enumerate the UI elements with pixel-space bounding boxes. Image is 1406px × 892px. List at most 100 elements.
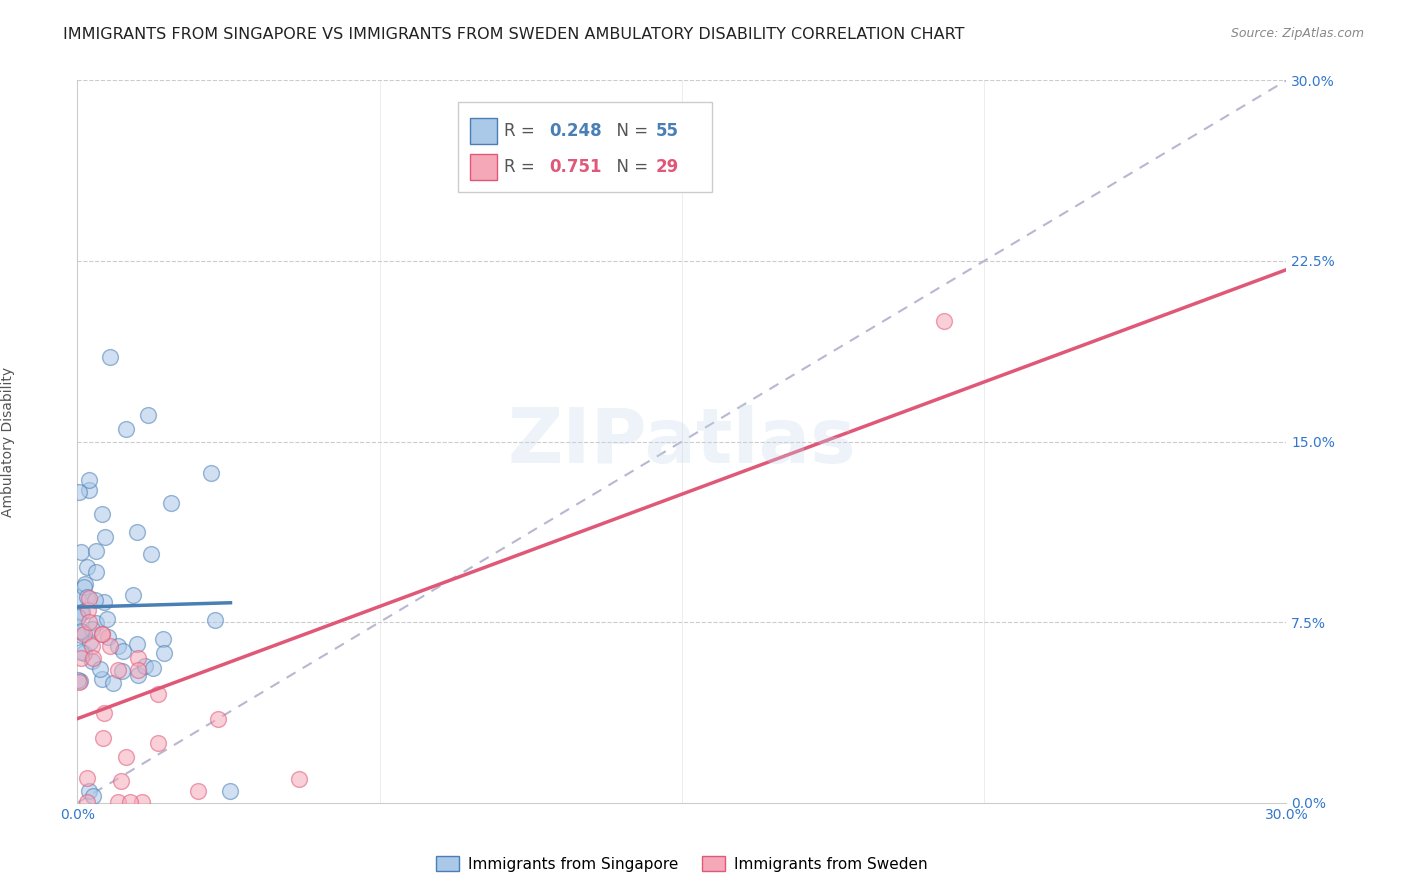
Text: R =: R =	[505, 122, 540, 140]
Point	[187, 784, 209, 798]
Text: ZIPatlas: ZIPatlas	[508, 405, 856, 478]
Point	[76, 590, 98, 604]
Point	[153, 646, 176, 660]
Point	[90, 627, 112, 641]
Point	[932, 314, 955, 328]
Point	[142, 661, 165, 675]
Point	[70, 605, 93, 619]
Point	[114, 422, 136, 436]
Point	[76, 795, 98, 809]
Point	[70, 607, 93, 621]
Point	[204, 613, 226, 627]
Point	[70, 625, 93, 640]
Point	[93, 595, 115, 609]
Point	[73, 577, 96, 591]
Point	[76, 771, 98, 785]
Text: IMMIGRANTS FROM SINGAPORE VS IMMIGRANTS FROM SWEDEN AMBULATORY DISABILITY CORREL: IMMIGRANTS FROM SINGAPORE VS IMMIGRANTS …	[63, 27, 965, 42]
Text: R =: R =	[505, 158, 540, 176]
Point	[67, 675, 90, 690]
Point	[103, 676, 125, 690]
Point	[110, 773, 132, 788]
Point	[84, 566, 107, 580]
Point	[77, 591, 100, 605]
Point	[76, 603, 98, 617]
Point	[111, 644, 134, 658]
Point	[69, 673, 91, 688]
Point	[97, 630, 120, 644]
Point	[66, 673, 89, 688]
Point	[79, 784, 101, 798]
Point	[91, 731, 114, 745]
Point	[146, 736, 169, 750]
Legend: Immigrants from Singapore, Immigrants from Sweden: Immigrants from Singapore, Immigrants fr…	[430, 850, 934, 878]
Point	[127, 667, 149, 681]
Point	[134, 659, 156, 673]
Text: Source: ZipAtlas.com: Source: ZipAtlas.com	[1230, 27, 1364, 40]
Point	[207, 712, 229, 726]
Point	[90, 627, 112, 641]
Point	[77, 474, 100, 488]
Point	[107, 664, 129, 678]
Text: N =: N =	[606, 122, 654, 140]
Point	[79, 634, 101, 648]
Point	[98, 350, 121, 364]
Text: 0.248: 0.248	[548, 122, 602, 140]
Point	[80, 639, 103, 653]
Point	[127, 525, 149, 540]
Point	[70, 545, 93, 559]
Point	[66, 590, 89, 604]
Point	[76, 560, 98, 574]
Point	[107, 795, 129, 809]
Point	[152, 632, 174, 646]
Point	[89, 662, 111, 676]
Point	[86, 615, 108, 630]
Point	[131, 795, 153, 809]
Point	[70, 624, 93, 639]
Point	[73, 646, 96, 660]
Point	[96, 612, 118, 626]
Point	[79, 483, 101, 497]
Point	[70, 645, 93, 659]
Point	[139, 547, 162, 561]
Point	[84, 544, 107, 558]
Text: 0.751: 0.751	[548, 158, 602, 176]
Point	[127, 637, 149, 651]
Point	[80, 623, 103, 637]
Point	[73, 580, 96, 594]
Point	[136, 408, 159, 422]
Point	[77, 615, 100, 630]
Point	[120, 795, 142, 809]
Point	[98, 639, 121, 653]
Point	[67, 485, 90, 500]
Point	[82, 654, 104, 668]
Text: 55: 55	[655, 122, 678, 140]
Point	[69, 628, 91, 642]
Point	[200, 466, 222, 480]
Point	[122, 588, 145, 602]
Text: N =: N =	[606, 158, 654, 176]
Point	[107, 639, 129, 653]
Point	[288, 772, 311, 786]
Text: 29: 29	[655, 158, 679, 176]
Point	[159, 496, 181, 510]
Point	[127, 664, 149, 678]
Point	[67, 609, 90, 624]
Point	[84, 593, 107, 607]
Point	[127, 651, 149, 665]
Point	[93, 706, 115, 720]
Point	[94, 530, 117, 544]
Point	[219, 784, 242, 798]
FancyBboxPatch shape	[470, 118, 496, 144]
Point	[114, 749, 136, 764]
Point	[111, 664, 134, 678]
Point	[70, 651, 93, 665]
FancyBboxPatch shape	[470, 154, 496, 180]
Point	[73, 627, 96, 641]
FancyBboxPatch shape	[458, 102, 713, 193]
Point	[82, 789, 104, 803]
Point	[82, 651, 104, 665]
Point	[91, 672, 114, 686]
Point	[146, 687, 169, 701]
Y-axis label: Ambulatory Disability: Ambulatory Disability	[1, 367, 15, 516]
Point	[90, 507, 112, 521]
